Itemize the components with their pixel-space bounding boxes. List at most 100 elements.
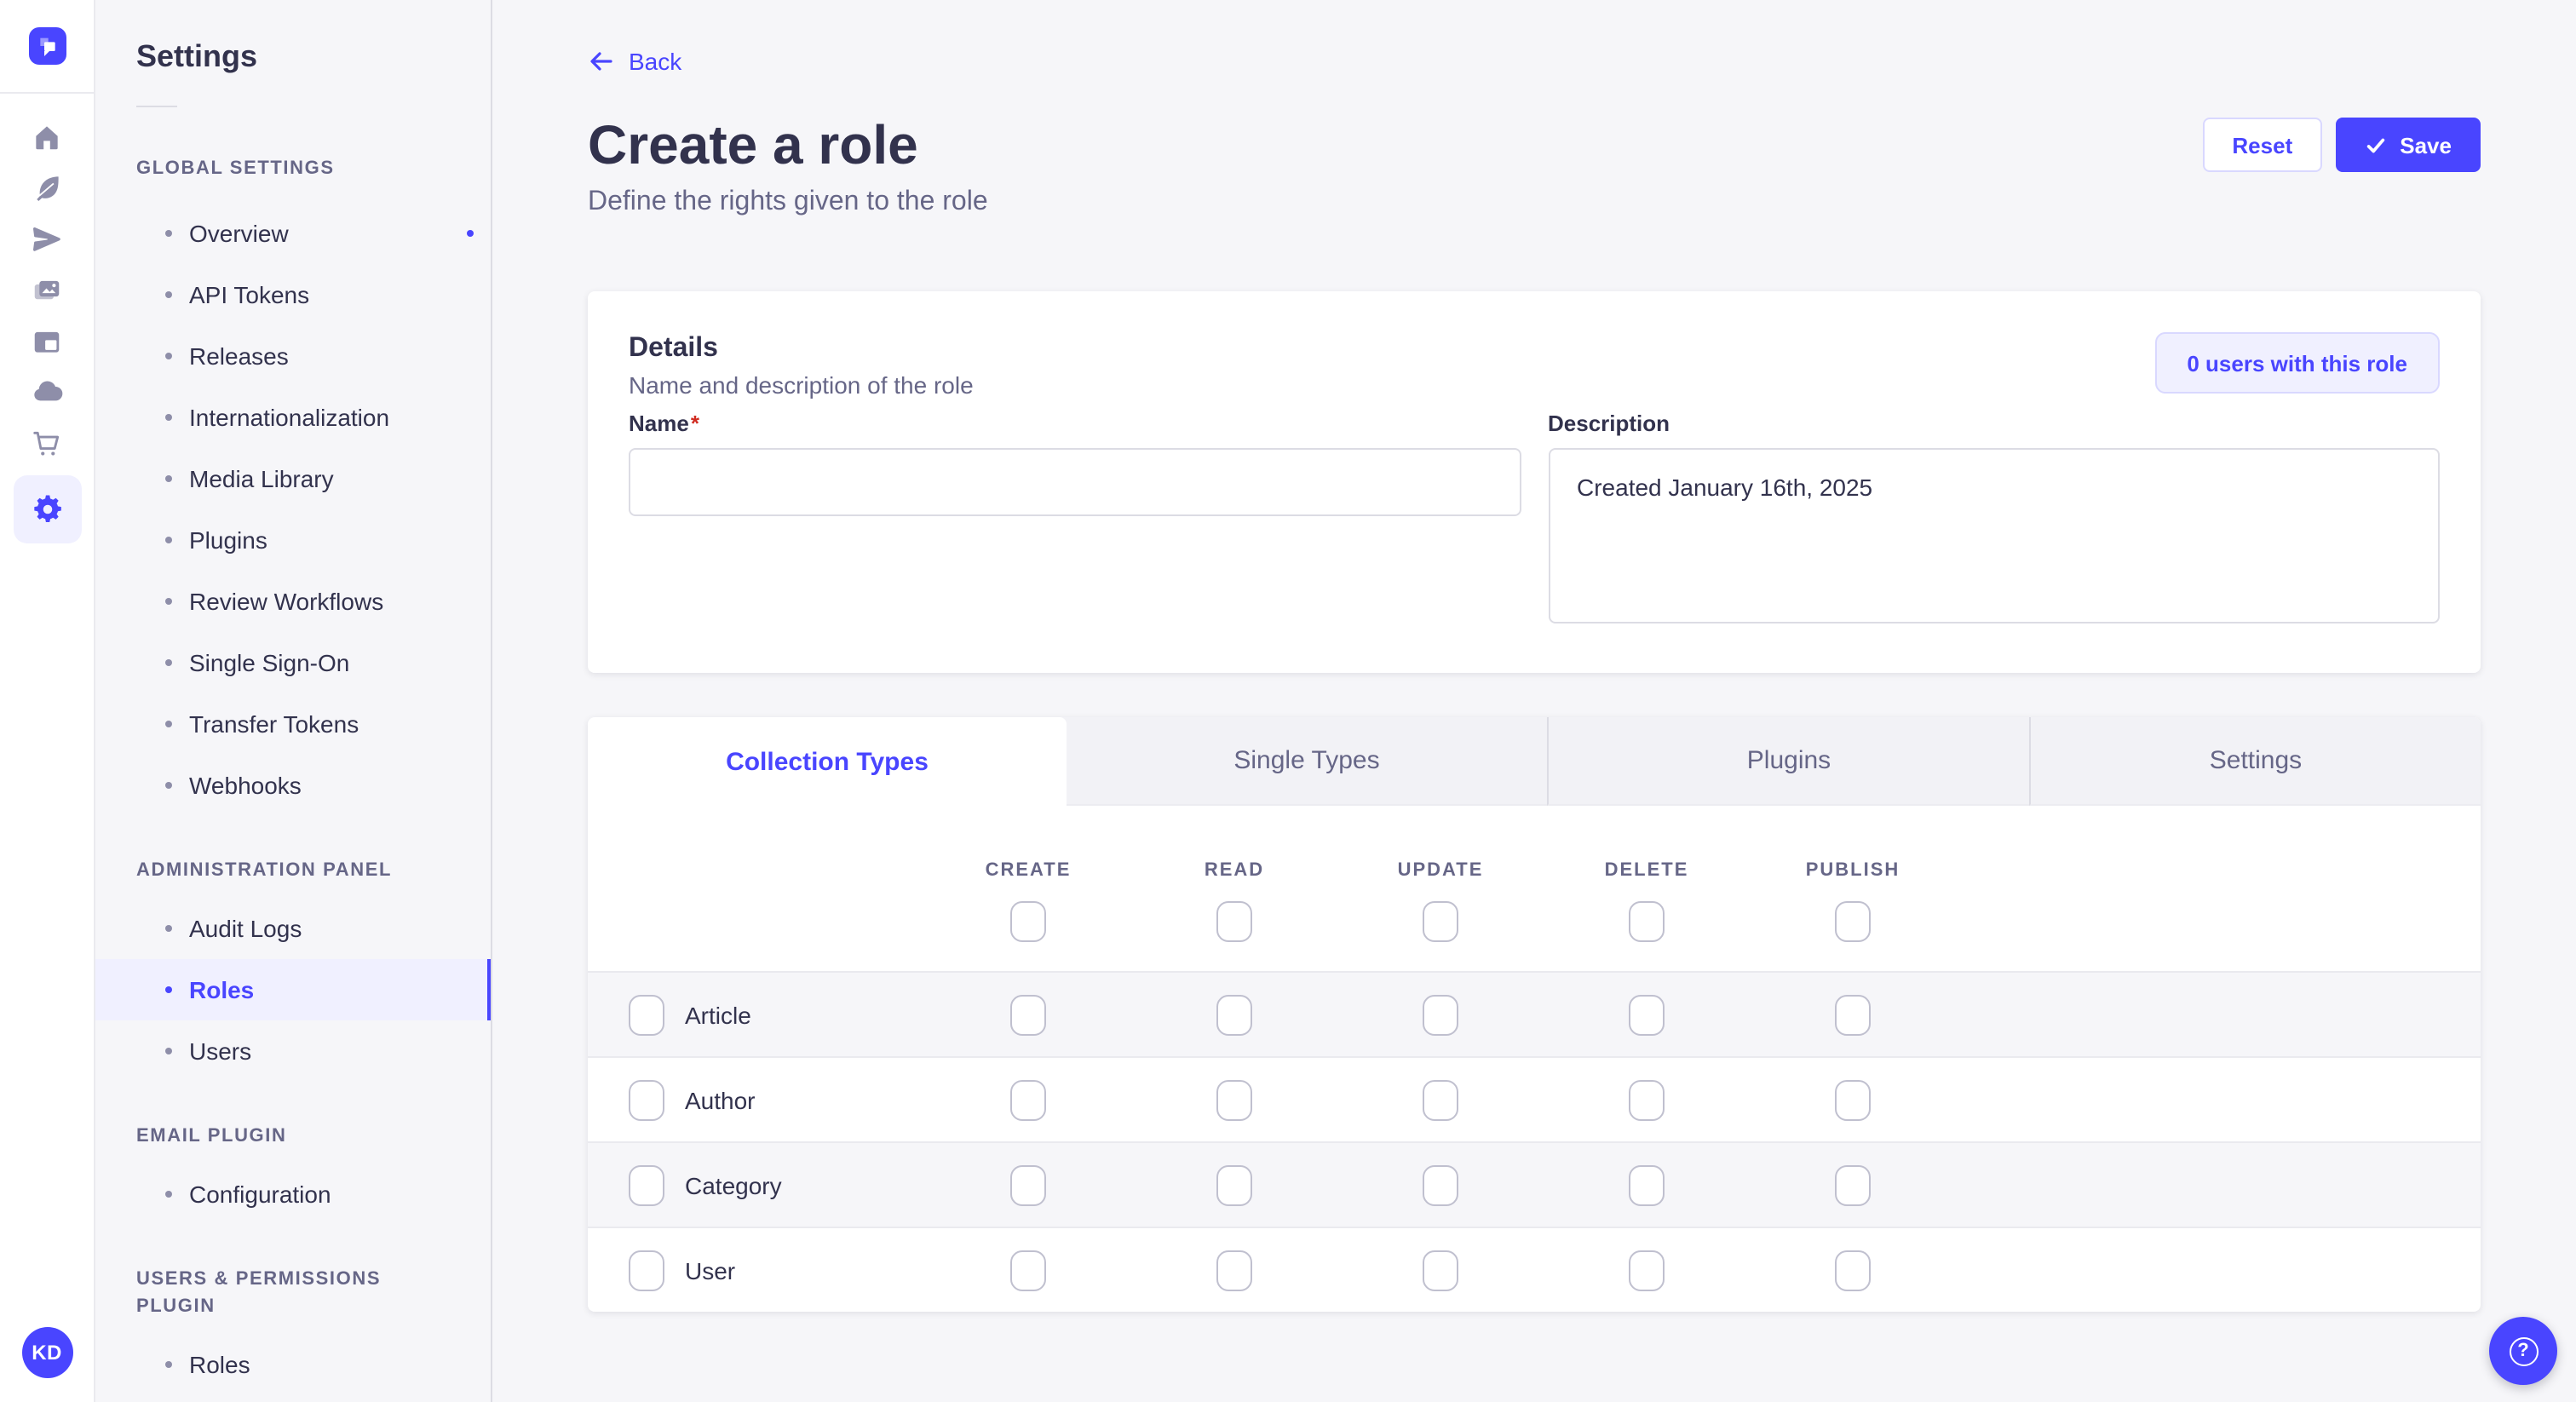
checkbox-row-article[interactable] (629, 994, 664, 1035)
name-input[interactable] (629, 448, 1521, 516)
tab-plugins[interactable]: Plugins (1547, 717, 2029, 806)
checkbox-author-update[interactable] (1423, 1079, 1458, 1120)
sidebar-item-plugins[interactable]: Plugins (95, 509, 491, 571)
checkbox-article-delete[interactable] (1629, 994, 1665, 1035)
checkbox-row-category[interactable] (629, 1164, 664, 1205)
select-all-row (588, 901, 2481, 971)
bullet-icon (165, 721, 172, 727)
row-label-cell: Category (588, 1164, 925, 1205)
sidebar-item-roles-up[interactable]: Roles (95, 1334, 491, 1395)
description-field-group: Description Created January 16th, 2025 (1548, 411, 2440, 632)
sidebar-item-roles-admin[interactable]: Roles (95, 959, 491, 1020)
column-header-delete: Delete (1604, 860, 1689, 881)
table-row-category: Category (588, 1141, 2481, 1227)
checkbox-all-read[interactable] (1216, 901, 1252, 942)
checkbox-category-publish[interactable] (1835, 1164, 1871, 1205)
tab-settings[interactable]: Settings (2029, 717, 2481, 806)
checkbox-all-create[interactable] (1010, 901, 1046, 942)
checkbox-all-publish[interactable] (1835, 901, 1871, 942)
gear-icon[interactable] (13, 475, 81, 543)
table-row-user: User (588, 1227, 2481, 1312)
sidebar-item-transfer-tokens[interactable]: Transfer Tokens (95, 693, 491, 755)
checkbox-author-delete[interactable] (1629, 1079, 1665, 1120)
help-button[interactable]: ? (2489, 1317, 2557, 1385)
sidebar-item-releases[interactable]: Releases (95, 325, 491, 387)
check-icon (2366, 137, 2384, 152)
sidebar-item-api-tokens[interactable]: API Tokens (95, 264, 491, 325)
media-library-icon[interactable] (21, 264, 72, 315)
bullet-icon (165, 782, 172, 789)
page-title: Create a role (588, 114, 918, 175)
sidebar-item-webhooks[interactable]: Webhooks (95, 755, 491, 816)
section-administration-panel: Administration Panel (136, 860, 393, 881)
cart-icon[interactable] (21, 417, 72, 468)
checkbox-user-delete[interactable] (1629, 1250, 1665, 1290)
paper-plane-icon[interactable] (21, 213, 72, 264)
checkbox-category-update[interactable] (1423, 1164, 1458, 1205)
checkbox-user-publish[interactable] (1835, 1250, 1871, 1290)
column-header-update: Update (1397, 860, 1484, 881)
back-link[interactable]: Back (588, 48, 681, 75)
description-textarea[interactable]: Created January 16th, 2025 (1548, 448, 2440, 623)
reset-button[interactable]: Reset (2203, 118, 2322, 172)
permissions-card: Collection Types Single Types Plugins Se… (588, 717, 2481, 1312)
avatar[interactable]: KD (21, 1327, 72, 1378)
table-row-author: Author (588, 1056, 2481, 1141)
checkbox-user-update[interactable] (1423, 1250, 1458, 1290)
bullet-icon (165, 598, 172, 605)
checkbox-all-update[interactable] (1423, 901, 1458, 942)
row-label-cell: Article (588, 994, 925, 1035)
details-card: Details Name and description of the role… (588, 291, 2481, 673)
save-button[interactable]: Save (2335, 118, 2481, 172)
section-global-settings: Global Settings (136, 158, 335, 179)
details-fields: Name * Description Created January 16th, … (629, 411, 2440, 632)
sidebar-item-review-workflows[interactable]: Review Workflows (95, 571, 491, 632)
checkbox-user-create[interactable] (1010, 1250, 1046, 1290)
checkbox-author-create[interactable] (1010, 1079, 1046, 1120)
feather-icon[interactable] (21, 162, 72, 213)
row-label: Author (685, 1086, 756, 1113)
permissions-table-header: Create Read Update Delete Publish (588, 806, 2481, 971)
checkbox-category-create[interactable] (1010, 1164, 1046, 1205)
checkbox-category-read[interactable] (1216, 1164, 1252, 1205)
checkbox-article-update[interactable] (1423, 994, 1458, 1035)
row-label: Article (685, 1001, 751, 1028)
checkbox-all-delete[interactable] (1629, 901, 1665, 942)
checkbox-row-author[interactable] (629, 1079, 664, 1120)
checkbox-user-read[interactable] (1216, 1250, 1252, 1290)
table-row-article: Article (588, 971, 2481, 1056)
bullet-icon (165, 537, 172, 543)
checkbox-article-publish[interactable] (1835, 994, 1871, 1035)
sidebar-item-internationalization[interactable]: Internationalization (95, 387, 491, 448)
tab-collection-types[interactable]: Collection Types (588, 717, 1067, 806)
required-asterisk: * (690, 411, 699, 436)
sidebar-item-single-sign-on[interactable]: Single Sign-On (95, 632, 491, 693)
checkbox-row-user[interactable] (629, 1250, 664, 1290)
checkbox-author-read[interactable] (1216, 1079, 1252, 1120)
bullet-icon (165, 659, 172, 666)
sidebar-item-users[interactable]: Users (95, 1020, 491, 1082)
home-icon[interactable] (21, 111, 72, 162)
sidebar-item-audit-logs[interactable]: Audit Logs (95, 898, 491, 959)
column-header-create: Create (985, 860, 1072, 881)
description-label: Description (1548, 411, 1670, 436)
sidebar-item-overview[interactable]: Overview (95, 203, 491, 264)
sidebar-item-providers[interactable]: Providers (95, 1395, 491, 1402)
checkbox-author-publish[interactable] (1835, 1079, 1871, 1120)
sidebar-item-media-library[interactable]: Media Library (95, 448, 491, 509)
details-card-header: Details Name and description of the role… (629, 332, 2440, 400)
column-header-publish: Publish (1805, 860, 1900, 881)
users-with-role-badge[interactable]: 0 users with this role (2154, 332, 2440, 394)
settings-sidebar: Settings Global Settings Overview API To… (95, 0, 492, 1402)
strapi-logo-icon (28, 27, 66, 65)
checkbox-article-create[interactable] (1010, 994, 1046, 1035)
checkbox-category-delete[interactable] (1629, 1164, 1665, 1205)
cloud-icon[interactable] (21, 366, 72, 417)
sidebar-item-configuration[interactable]: Configuration (95, 1164, 491, 1225)
tab-single-types[interactable]: Single Types (1067, 717, 1547, 806)
layout-icon[interactable] (21, 315, 72, 366)
checkbox-article-read[interactable] (1216, 994, 1252, 1035)
name-label: Name * (629, 411, 699, 436)
row-label-cell: Author (588, 1079, 925, 1120)
strapi-logo[interactable] (0, 0, 94, 94)
